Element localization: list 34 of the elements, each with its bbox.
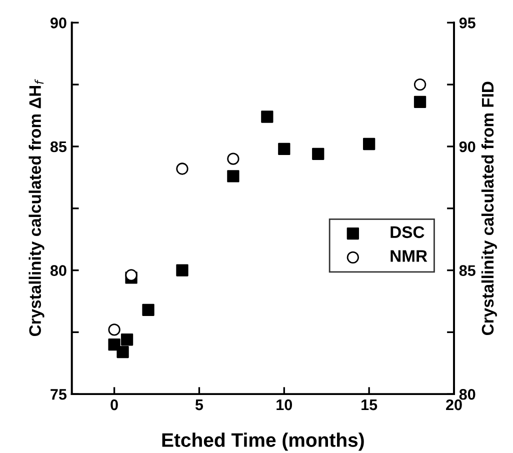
point [176,162,188,175]
point [142,304,154,316]
point [227,170,240,182]
y-tick-label: 80 [50,265,66,276]
legend-label: DSC [390,226,424,238]
x-axis-title: Etched Time (months) [162,432,364,451]
y-tick-label: 90 [50,18,66,28]
x-tick-label: 5 [195,400,204,410]
y2-tick-label: 85 [459,265,476,276]
y2-tick-label: 95 [459,18,476,28]
point [414,96,426,108]
point [363,138,376,150]
point [116,346,129,358]
point [261,110,274,123]
point [120,334,134,346]
point [312,148,324,160]
x-tick-label: 10 [276,399,292,410]
y-tick-label: 85 [50,141,67,152]
y2-tick-label: 90 [459,141,476,152]
point [278,142,290,156]
y-tick-label: 75 [50,389,67,400]
legend-label: NMR [390,250,428,262]
x-tick-label: 15 [362,400,378,410]
point [414,78,426,91]
x-tick-label: 0 [110,399,118,410]
point [176,264,188,276]
point [108,338,120,351]
y2-tick-label: 80 [459,388,476,400]
x-tick-label: 20 [446,399,462,410]
point [227,152,240,165]
point [108,324,120,336]
y-axis-title: Crystallinity calculated from ΔH$_{f}$ [28,79,44,336]
point [125,269,138,282]
y2-axis-title: Crystallinity calculated from FID [481,82,497,336]
